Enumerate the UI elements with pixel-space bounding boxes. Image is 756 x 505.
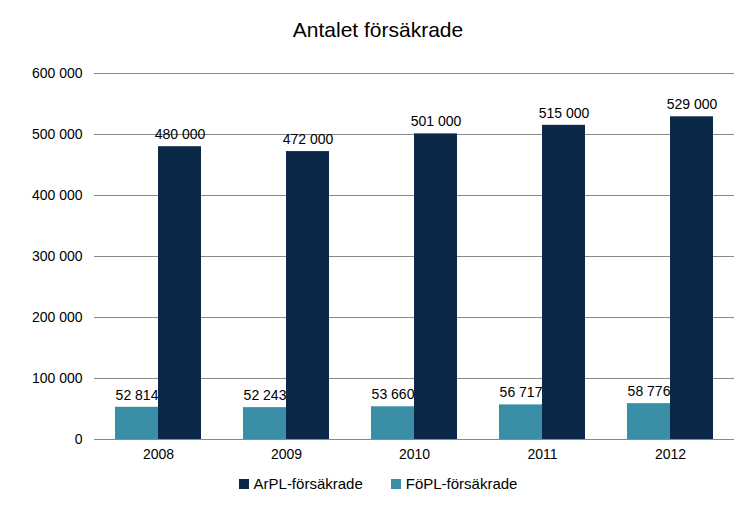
html-text:ArPL-försäkrade: ArPL-försäkrade [253,475,363,492]
svg-text:529 000: 529 000 [667,96,718,112]
svg-text:501 000: 501 000 [411,113,462,129]
html-text:FöPL-försäkrade: FöPL-försäkrade [405,475,518,492]
svg-text:300 000: 300 000 [32,248,83,264]
svg-text:0: 0 [75,431,83,447]
svg-text:600 000: 600 000 [32,65,83,81]
svg-text:2010: 2010 [399,446,430,462]
svg-text:500 000: 500 000 [32,126,83,142]
svg-text:2008: 2008 [143,446,174,462]
svg-text:56 717: 56 717 [500,384,543,400]
svg-text:2009: 2009 [271,446,302,462]
svg-text:100 000: 100 000 [32,370,83,386]
svg-text:472 000: 472 000 [283,131,334,147]
svg-text:400 000: 400 000 [32,187,83,203]
svg-text:515 000: 515 000 [539,105,590,121]
svg-text:52 814: 52 814 [116,387,159,403]
svg-text:53 660: 53 660 [372,386,415,402]
svg-text:480 000: 480 000 [155,126,206,142]
html-text:Antalet försäkrade: Antalet försäkrade [292,18,464,41]
svg-text:2012: 2012 [655,446,686,462]
svg-text:52 243: 52 243 [244,387,287,403]
svg-text:58 776: 58 776 [628,383,671,399]
svg-text:200 000: 200 000 [32,309,83,325]
svg-text:2011: 2011 [527,446,557,462]
